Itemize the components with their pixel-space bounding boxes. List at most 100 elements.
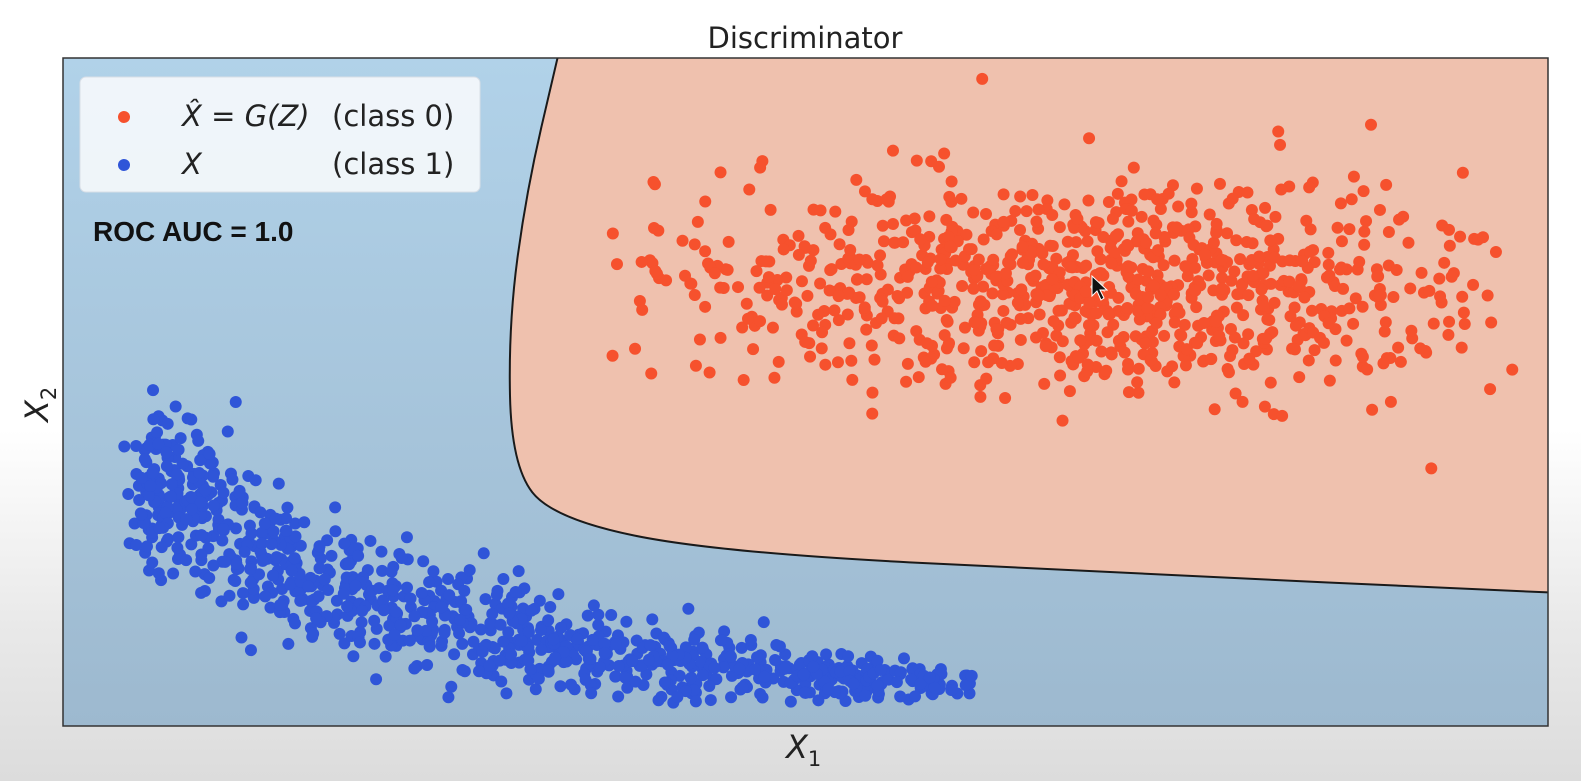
class1-point bbox=[368, 614, 381, 627]
class0-point bbox=[1168, 376, 1181, 389]
class0-point bbox=[1198, 248, 1211, 261]
class0-point bbox=[1038, 377, 1051, 390]
class1-point bbox=[233, 486, 246, 499]
class0-point bbox=[819, 358, 832, 371]
class1-point bbox=[195, 529, 208, 542]
class0-point bbox=[866, 386, 879, 399]
class0-point bbox=[972, 253, 985, 266]
class1-point bbox=[629, 675, 642, 688]
class0-point bbox=[1082, 319, 1095, 332]
class1-point bbox=[442, 573, 455, 586]
class1-point bbox=[379, 650, 392, 663]
class0-point bbox=[997, 304, 1010, 317]
class0-point bbox=[1132, 305, 1145, 318]
class1-point bbox=[395, 551, 408, 564]
class1-point bbox=[842, 650, 855, 663]
class1-point bbox=[477, 547, 490, 560]
class1-point bbox=[928, 681, 941, 694]
class0-point bbox=[1257, 267, 1270, 280]
class1-point bbox=[695, 655, 708, 668]
class0-point bbox=[823, 284, 836, 297]
class0-point bbox=[1356, 300, 1369, 313]
class1-point bbox=[493, 654, 506, 667]
class0-point bbox=[679, 269, 692, 282]
class0-point bbox=[1458, 318, 1471, 331]
class0-point bbox=[910, 261, 923, 274]
class0-point bbox=[722, 235, 735, 248]
class0-point bbox=[1122, 363, 1135, 376]
class0-point bbox=[1150, 316, 1163, 329]
class0-point bbox=[1203, 208, 1216, 221]
class0-point bbox=[1456, 166, 1469, 179]
class0-point bbox=[762, 271, 775, 284]
class1-point bbox=[180, 554, 193, 567]
class0-point bbox=[1246, 237, 1259, 250]
class1-point bbox=[474, 623, 487, 636]
class1-point bbox=[793, 658, 806, 671]
class0-point bbox=[606, 227, 619, 240]
class0-point bbox=[1427, 317, 1440, 330]
class1-point bbox=[945, 684, 958, 697]
class0-point bbox=[1457, 306, 1470, 319]
class0-point bbox=[1016, 256, 1029, 269]
class0-point bbox=[988, 339, 1001, 352]
class0-point bbox=[876, 219, 889, 232]
class0-point bbox=[999, 267, 1012, 280]
class0-point bbox=[956, 280, 969, 293]
class0-point bbox=[938, 147, 951, 160]
class1-point bbox=[389, 605, 402, 618]
class0-point bbox=[1371, 270, 1384, 283]
class1-point bbox=[423, 576, 436, 589]
class0-point bbox=[1178, 318, 1191, 331]
class0-point bbox=[1308, 344, 1321, 357]
class0-point bbox=[948, 295, 961, 308]
class0-point bbox=[960, 228, 973, 241]
class0-point bbox=[1106, 212, 1119, 225]
class1-point bbox=[798, 686, 811, 699]
class0-point bbox=[1303, 181, 1316, 194]
class0-point bbox=[1394, 355, 1407, 368]
class0-point bbox=[1147, 279, 1160, 292]
class0-point bbox=[934, 253, 947, 266]
class1-point bbox=[189, 565, 202, 578]
class1-point bbox=[288, 552, 301, 565]
class1-point bbox=[313, 562, 326, 575]
class0-point bbox=[1242, 289, 1255, 302]
class0-point bbox=[1079, 285, 1092, 298]
class0-point bbox=[1366, 403, 1379, 416]
class0-point bbox=[1141, 301, 1154, 314]
class1-point bbox=[235, 631, 248, 644]
class0-point bbox=[815, 342, 828, 355]
class0-point bbox=[933, 160, 946, 173]
class1-point bbox=[784, 695, 797, 708]
class0-point bbox=[921, 256, 934, 269]
class1-point bbox=[385, 565, 398, 578]
class1-point bbox=[203, 448, 216, 461]
class0-point bbox=[1221, 227, 1234, 240]
class1-point bbox=[500, 687, 513, 700]
class0-point bbox=[1258, 400, 1271, 413]
class0-point bbox=[893, 332, 906, 345]
class0-point bbox=[1261, 313, 1274, 326]
class0-point bbox=[846, 373, 859, 386]
class1-point bbox=[355, 616, 368, 629]
class0-point bbox=[936, 363, 949, 376]
class0-point bbox=[1032, 203, 1045, 216]
class0-point bbox=[1377, 357, 1390, 370]
class1-point bbox=[133, 494, 146, 507]
class1-point bbox=[554, 680, 567, 693]
class1-point bbox=[135, 508, 148, 521]
class1-point bbox=[281, 501, 294, 514]
class0-point bbox=[1157, 259, 1170, 272]
class0-point bbox=[1179, 260, 1192, 273]
class1-point bbox=[203, 572, 216, 585]
class0-point bbox=[1080, 259, 1093, 272]
class0-point bbox=[832, 290, 845, 303]
class0-point bbox=[1174, 328, 1187, 341]
class0-point bbox=[833, 238, 846, 251]
class0-point bbox=[1090, 334, 1103, 347]
class0-point bbox=[1009, 205, 1022, 218]
class1-point bbox=[529, 683, 542, 696]
class0-point bbox=[645, 367, 658, 380]
